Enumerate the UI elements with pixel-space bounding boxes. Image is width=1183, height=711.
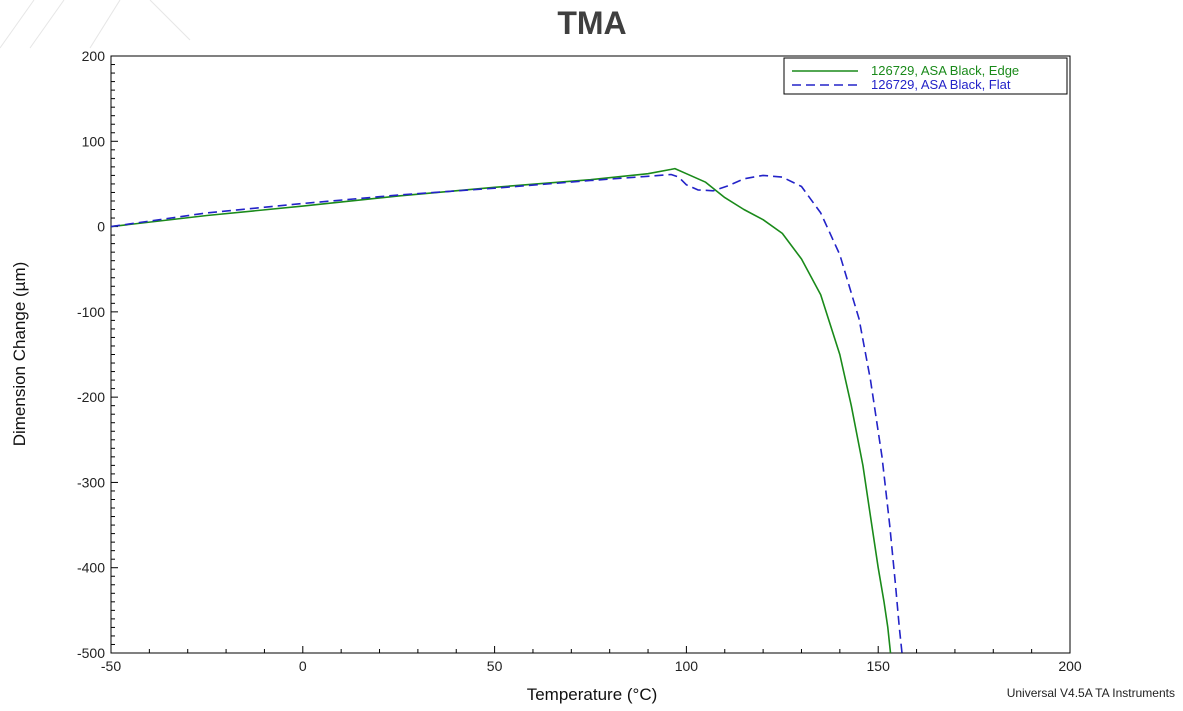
legend-label-1: 126729, ASA Black, Edge <box>871 63 1019 78</box>
x-tick-label: 0 <box>299 658 307 674</box>
x-tick-label: 50 <box>487 658 503 674</box>
y-tick-label: -200 <box>77 389 105 405</box>
background-decoration <box>0 0 191 49</box>
y-tick-label: -300 <box>77 474 105 490</box>
footer-credit: Universal V4.5A TA Instruments <box>1007 686 1175 700</box>
x-tick-label: -50 <box>101 658 121 674</box>
y-tick-label: -100 <box>77 304 105 320</box>
y-tick-label: 100 <box>82 133 106 149</box>
legend-label-2: 126729, ASA Black, Flat <box>871 77 1011 92</box>
x-axis: -50 0 50 100 150 200 <box>101 646 1082 674</box>
series-line-2 <box>110 173 903 654</box>
series-line-1 <box>110 167 892 654</box>
y-tick-label: 200 <box>82 48 106 64</box>
chart-title: TMA <box>557 5 626 41</box>
y-axis: 200 100 0 -100 -200 -300 -400 -500 <box>77 48 118 661</box>
y-tick-label: -500 <box>77 645 105 661</box>
x-tick-label: 150 <box>867 658 891 674</box>
y-tick-label: 0 <box>97 219 105 235</box>
plot-area <box>110 167 903 654</box>
plot-frame <box>110 55 1071 654</box>
y-tick-label: -400 <box>77 560 105 576</box>
legend-box <box>783 57 1068 95</box>
y-axis-label: Dimension Change (µm) <box>10 262 29 447</box>
x-axis-label: Temperature (°C) <box>527 685 658 704</box>
x-tick-label: 200 <box>1058 658 1082 674</box>
x-tick-label: 100 <box>675 658 699 674</box>
